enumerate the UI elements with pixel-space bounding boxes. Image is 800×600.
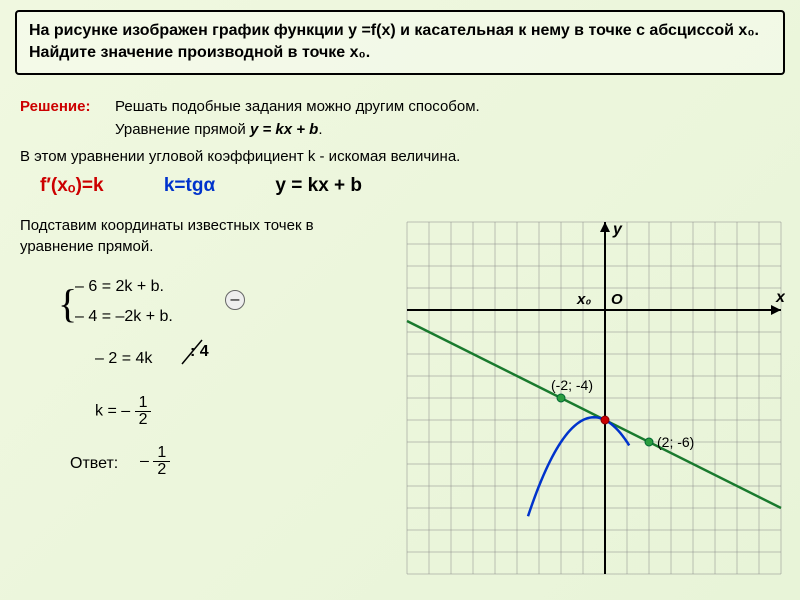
answer-label: Ответ:: [70, 455, 118, 473]
k-value: k = – 1 2: [95, 395, 151, 428]
coordinate-graph: у х Ох₀ (-2; -4) (2; -6): [395, 210, 785, 590]
solution-line2-text: Уравнение прямой: [115, 121, 250, 138]
formula-line: y = kx + b: [275, 175, 362, 196]
problem-text: На рисунке изображен график функции у =f…: [29, 20, 771, 65]
coefficient-text: В этом уравнении угловой коэффициент k -…: [20, 148, 460, 165]
formula-row: f′(xₒ)=k k=tgα y = kx + b: [40, 175, 417, 197]
equation-2: – 4 = –2k + b.: [75, 308, 173, 326]
solution-label: Решение:: [20, 98, 90, 115]
k-fraction: 1 2: [135, 395, 152, 428]
svg-text:О: О: [611, 291, 623, 308]
equation-system: – 6 = 2k + b. – 4 = –2k + b.: [75, 278, 173, 338]
formula-derivative: f′(xₒ)=k: [40, 175, 104, 196]
answer-fraction: 1 2: [153, 445, 170, 478]
substitution-text: Подставим координаты известных точек в у…: [20, 215, 360, 257]
problem-statement: На рисунке изображен график функции у =f…: [15, 10, 785, 75]
svg-text:(-2; -4): (-2; -4): [551, 377, 593, 393]
svg-text:у: у: [612, 221, 623, 238]
k-equals: k = –: [95, 403, 135, 420]
answer-value: – 1 2: [140, 445, 170, 478]
solution-approach: Решать подобные задания можно другим спо…: [115, 96, 715, 141]
svg-text:(2; -6): (2; -6): [657, 434, 694, 450]
divide-label: : 4: [190, 343, 209, 361]
svg-text:х: х: [775, 289, 785, 306]
equation-1: – 6 = 2k + b.: [75, 278, 173, 296]
answer-sign: –: [140, 453, 153, 470]
solution-line1: Решать подобные задания можно другим спо…: [115, 98, 480, 115]
formula-tangent: k=tgα: [164, 175, 215, 196]
result-equation: – 2 = 4k: [95, 350, 152, 368]
svg-text:х₀: х₀: [576, 291, 591, 308]
line-equation: y = kx + b: [250, 121, 318, 138]
subtract-icon: –: [225, 290, 245, 310]
